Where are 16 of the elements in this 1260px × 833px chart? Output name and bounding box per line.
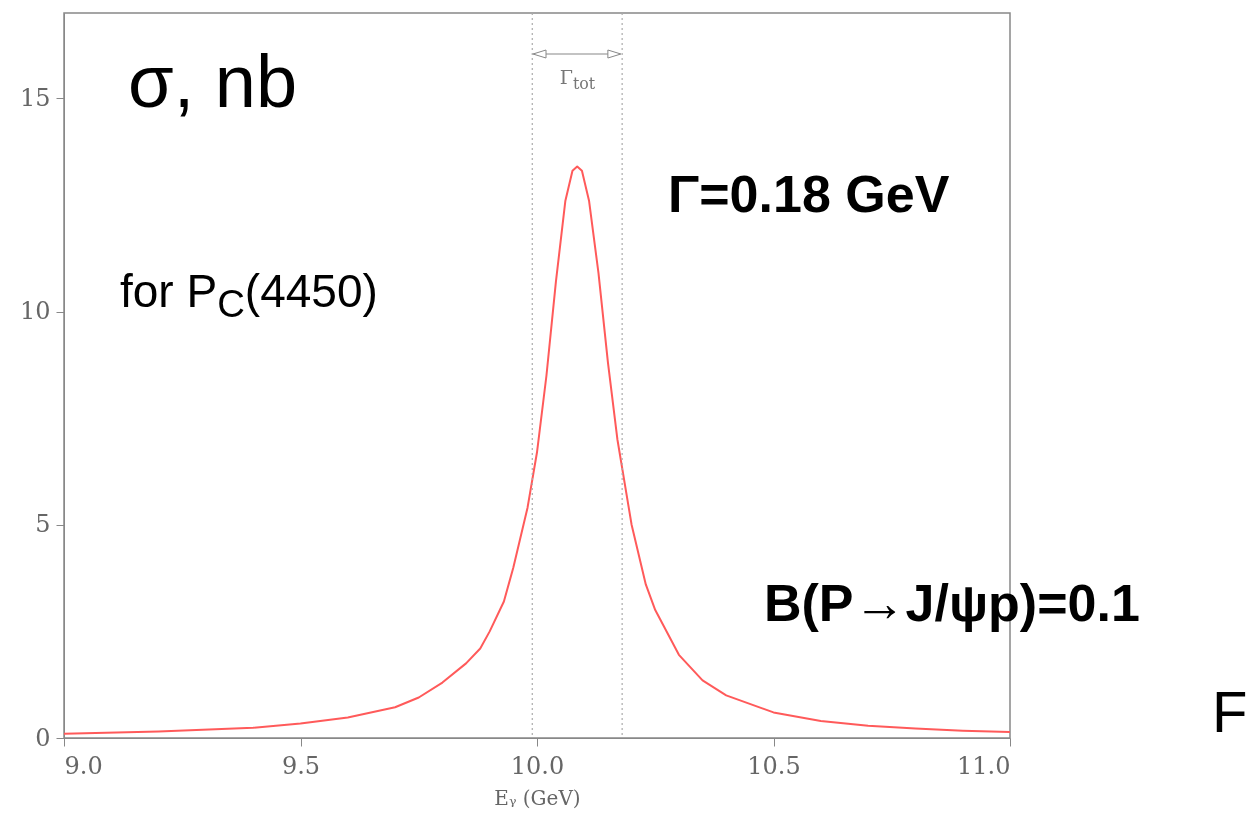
- x-tick-label: 9.0: [64, 751, 103, 780]
- x-tick-label: 11.0: [957, 751, 1011, 780]
- annotation: for P$_{C}$(4450): [120, 265, 378, 326]
- text: F: [1212, 679, 1248, 744]
- x-tick-label: 10.0: [510, 751, 565, 780]
- y-tick-label: 5: [35, 510, 51, 539]
- y-tick-label: 15: [19, 83, 51, 112]
- x-axis-title: Eᵧ (GeV): [494, 785, 581, 810]
- x-tick-label: 10.5: [747, 751, 801, 780]
- y-tick-label: 0: [35, 723, 51, 752]
- annotation: B(P→J/ψp)=0.1: [764, 574, 1140, 632]
- x-tick-label: 9.5: [281, 751, 321, 780]
- y-tick-label: 10: [19, 297, 51, 326]
- annotation: Γ=0.18 GeV: [668, 165, 950, 223]
- annotation: Γ$_{tot}$: [559, 66, 596, 93]
- annotation: σ, nb: [128, 40, 298, 123]
